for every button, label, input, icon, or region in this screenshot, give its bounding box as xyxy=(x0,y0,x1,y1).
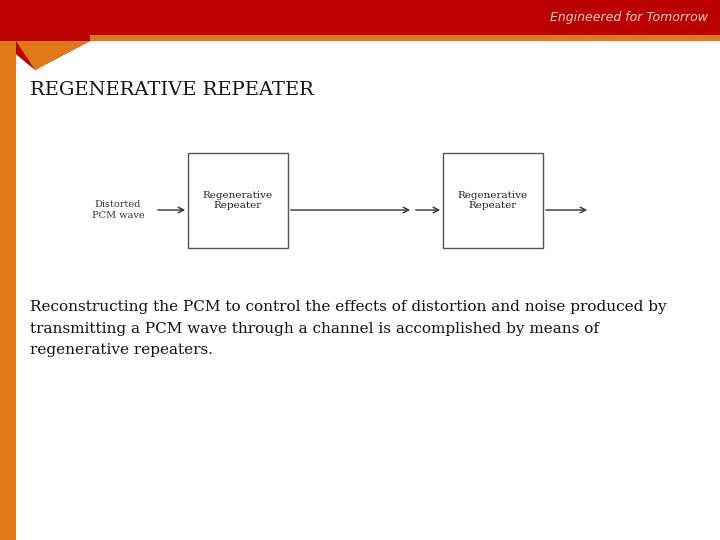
Bar xyxy=(0,0,16,540)
Polygon shape xyxy=(16,41,90,70)
Text: REGENERATIVE REPEATER: REGENERATIVE REPEATER xyxy=(30,81,314,99)
Text: Regenerative
Repeater: Regenerative Repeater xyxy=(458,191,528,210)
Bar xyxy=(0,0,720,35)
Text: Distorted
PCM wave: Distorted PCM wave xyxy=(91,200,144,220)
Text: Reconstructing the PCM to control the effects of distortion and noise produced b: Reconstructing the PCM to control the ef… xyxy=(30,300,667,357)
Bar xyxy=(443,153,543,248)
Bar xyxy=(188,153,288,248)
Polygon shape xyxy=(0,0,90,70)
Text: Engineered for Tomorrow: Engineered for Tomorrow xyxy=(550,11,708,24)
Bar xyxy=(0,41,16,540)
Bar xyxy=(0,35,720,41)
Text: Regenerative
Repeater: Regenerative Repeater xyxy=(203,191,273,210)
